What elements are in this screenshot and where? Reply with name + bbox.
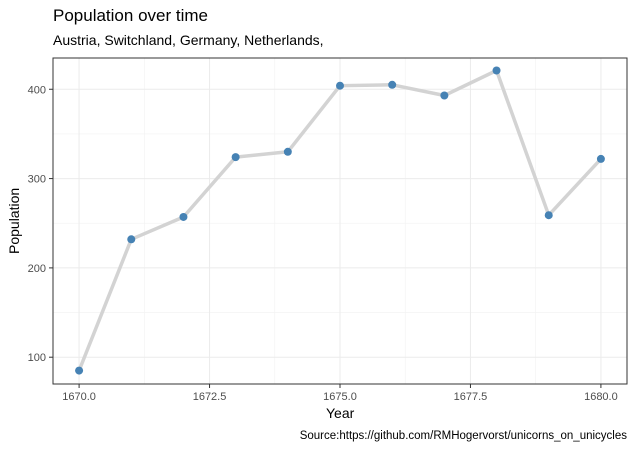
x-tick-label: 1675.0 [323,391,357,403]
x-axis-label: Year [326,405,355,421]
data-point [492,66,501,75]
data-point [596,154,605,163]
data-point [440,91,449,100]
data-point [127,235,136,244]
chart-subtitle: Austria, Switchland, Germany, Netherland… [53,32,324,48]
data-point [336,81,344,90]
data-point [75,366,84,375]
x-axis: 1670.0 1672.5 1675.0 1677.5 1680.0 [62,384,618,403]
chart-caption: Source:https://github.com/RMHogervorst/u… [299,430,627,442]
y-tick-label: 300 [28,174,46,186]
data-point [388,80,397,89]
series-population [75,66,605,375]
data-point [283,147,292,156]
y-tick-label: 400 [28,84,46,96]
y-tick-label: 200 [28,263,46,275]
data-point [231,153,240,162]
y-axis: 100 200 300 400 [28,84,53,364]
x-tick-label: 1672.5 [193,391,227,403]
x-tick-label: 1680.0 [584,391,618,403]
chart-title: Population over time [53,6,208,25]
data-point [179,212,188,221]
data-point [544,211,553,220]
x-tick-label: 1670.0 [62,391,96,403]
y-tick-label: 100 [28,352,46,364]
x-tick-label: 1677.5 [454,391,488,403]
major-gridlines [53,58,627,384]
